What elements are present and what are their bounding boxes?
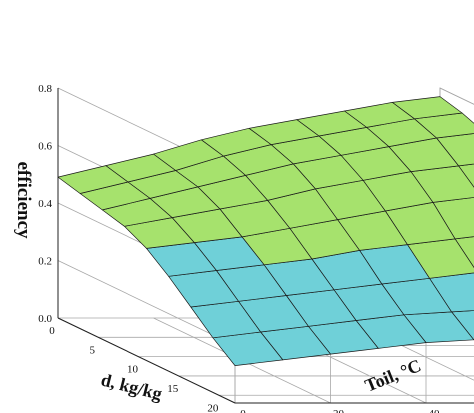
surface-mesh [57,96,474,366]
x-tick-label: 5 [89,344,95,356]
x-tick-label: 0 [49,325,55,337]
y-tick-label: 20 [333,408,345,413]
z-tick-label: 0.2 [38,256,52,268]
x-axis-line [57,317,236,404]
x-tick-label: 20 [207,402,219,413]
y-tick-label: 0 [240,408,246,413]
tick-labels: 0.00.20.40.60.805101520020406080 [38,83,441,413]
y-tick-label: 40 [429,408,441,413]
z-tick-label: 0.4 [38,198,52,210]
x-tick-label: 10 [127,364,139,376]
z-axis-title: efficiency [13,161,34,239]
x-tick-label: 15 [167,383,179,395]
z-gridline [439,87,474,105]
z-tick-label: 0.6 [38,141,52,153]
surface-cell [57,165,129,194]
z-tick-label: 0.0 [38,313,52,325]
z-gridline [57,260,236,346]
z-tick-label: 0.8 [38,83,52,95]
